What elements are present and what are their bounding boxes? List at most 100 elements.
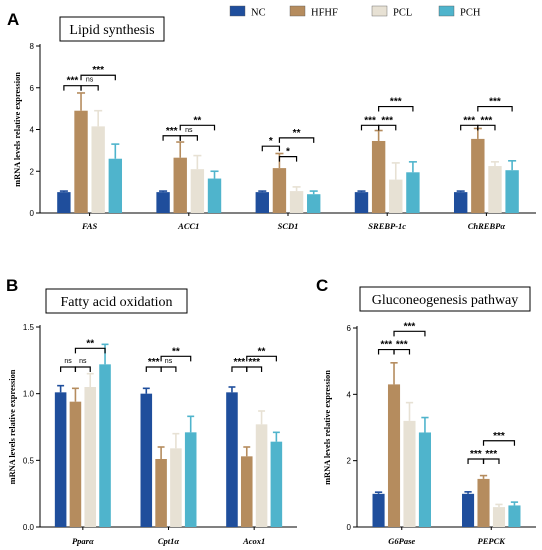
significance-bracket (246, 366, 263, 372)
y-tick-label: 6 (30, 84, 35, 93)
bar-pcl-3 (389, 179, 403, 213)
significance-label: ** (293, 128, 301, 139)
y-tick-label: 4 (30, 126, 35, 135)
y-tick-label: 0.5 (23, 456, 35, 465)
category-label: ACC1 (177, 221, 199, 231)
legend-label-nc: NC (251, 8, 266, 19)
significance-label: *** (166, 126, 178, 137)
significance-label: ns (86, 77, 94, 84)
significance-label: ** (258, 346, 266, 357)
category-label: PEPCK (478, 536, 507, 546)
significance-label: *** (463, 115, 475, 126)
bar-nc-2 (226, 392, 238, 527)
bar-pcl-0 (84, 387, 97, 527)
bar-pch-4 (505, 170, 519, 213)
bar-pch-1 (508, 505, 521, 527)
bar-pch-2 (307, 194, 321, 213)
significance-label: *** (489, 97, 501, 108)
legend-swatch-hfhf (289, 5, 306, 17)
bar-pcl-4 (488, 166, 502, 213)
significance-label: ** (86, 338, 94, 349)
panel-c-gluconeogenesis: C Gluconeogenesis pathway mRNA levels rela… (316, 276, 536, 546)
panel-letter: C (316, 276, 328, 295)
bar-pcl-1 (170, 448, 182, 527)
bar-pch-2 (270, 441, 283, 527)
y-tick-label: 0 (30, 209, 35, 218)
bar-hfhf-2 (240, 456, 253, 527)
panel-letter: B (6, 276, 18, 295)
y-tick-label: 1.0 (23, 390, 35, 399)
significance-label: ** (193, 115, 201, 126)
significance-bracket (80, 74, 116, 81)
y-tick-label: 2 (30, 167, 35, 176)
significance-label: *** (67, 76, 79, 87)
bar-nc-0 (57, 192, 71, 213)
bar-hfhf-1 (155, 459, 167, 527)
y-tick-label: 1.5 (23, 323, 35, 332)
y-tick-label: 6 (347, 324, 352, 333)
title-box (45, 288, 188, 314)
bar-pcl-0 (91, 126, 105, 213)
category-label: Pparα (72, 536, 94, 546)
significance-bracket (160, 366, 177, 372)
legend-label-hfhf: HFHF (311, 8, 338, 19)
bar-nc-1 (462, 493, 475, 527)
chart-title: Fatty acid oxidation (61, 295, 173, 310)
significance-bracket (278, 137, 315, 143)
chart-title: Lipid synthesis (69, 23, 154, 38)
significance-label: ns (64, 358, 72, 365)
legend-label-pcl: PCL (393, 8, 412, 19)
significance-bracket (160, 355, 192, 362)
bar-pcl-0 (403, 420, 416, 527)
y-tick-label: 0.0 (23, 523, 35, 532)
bar-hfhf-0 (69, 401, 82, 527)
bar-nc-1 (156, 192, 170, 213)
bar-hfhf-2 (272, 168, 287, 213)
y-tick-label: 4 (347, 390, 352, 399)
panel-b-fatty-acid-oxidation: B Fatty acid oxidation mRNA levels relativ… (6, 276, 297, 546)
legend-swatch-pch (438, 5, 455, 17)
significance-label: *** (92, 65, 104, 76)
bar-nc-0 (372, 493, 385, 527)
significance-label: ns (165, 358, 173, 365)
significance-bracket (74, 347, 106, 354)
panel-a-lipid-synthesis: A Lipid synthesis mRNA levels relative exp… (7, 10, 536, 231)
significance-bracket (477, 124, 496, 131)
significance-label: *** (470, 449, 482, 460)
significance-label: *** (485, 449, 497, 460)
bar-pcl-1 (492, 507, 506, 527)
significance-label: *** (148, 357, 160, 368)
significance-label: ns (79, 358, 87, 365)
bar-pch-1 (207, 178, 222, 213)
significance-bracket (261, 145, 281, 152)
significance-bracket (393, 348, 411, 355)
significance-label: *** (234, 357, 246, 368)
significance-bracket (378, 105, 414, 112)
significance-bracket (477, 105, 513, 112)
y-axis-label: mRNA levels relative expression (8, 369, 17, 484)
y-tick-label: 2 (347, 457, 352, 466)
bar-pcl-1 (190, 169, 205, 213)
significance-label: *** (390, 97, 402, 108)
category-label: Cpt1α (158, 536, 180, 546)
bar-pch-0 (99, 364, 111, 527)
significance-bracket (80, 85, 99, 91)
significance-bracket (74, 366, 91, 372)
category-label: SCD1 (278, 221, 299, 231)
bar-hfhf-1 (477, 478, 490, 527)
title-box (59, 16, 165, 42)
legend-swatch-pcl (371, 5, 388, 17)
significance-bracket (246, 355, 277, 362)
bar-nc-2 (255, 192, 269, 213)
bar-nc-0 (54, 392, 67, 527)
category-label: ChREBPα (468, 221, 506, 231)
bar-nc-1 (140, 393, 153, 527)
significance-bracket (378, 124, 397, 131)
significance-label: ** (172, 346, 180, 357)
significance-label: *** (380, 340, 392, 351)
y-tick-label: 0 (347, 523, 352, 532)
significance-label: *** (364, 115, 376, 126)
bar-hfhf-1 (173, 157, 187, 213)
significance-label: *** (381, 115, 393, 126)
